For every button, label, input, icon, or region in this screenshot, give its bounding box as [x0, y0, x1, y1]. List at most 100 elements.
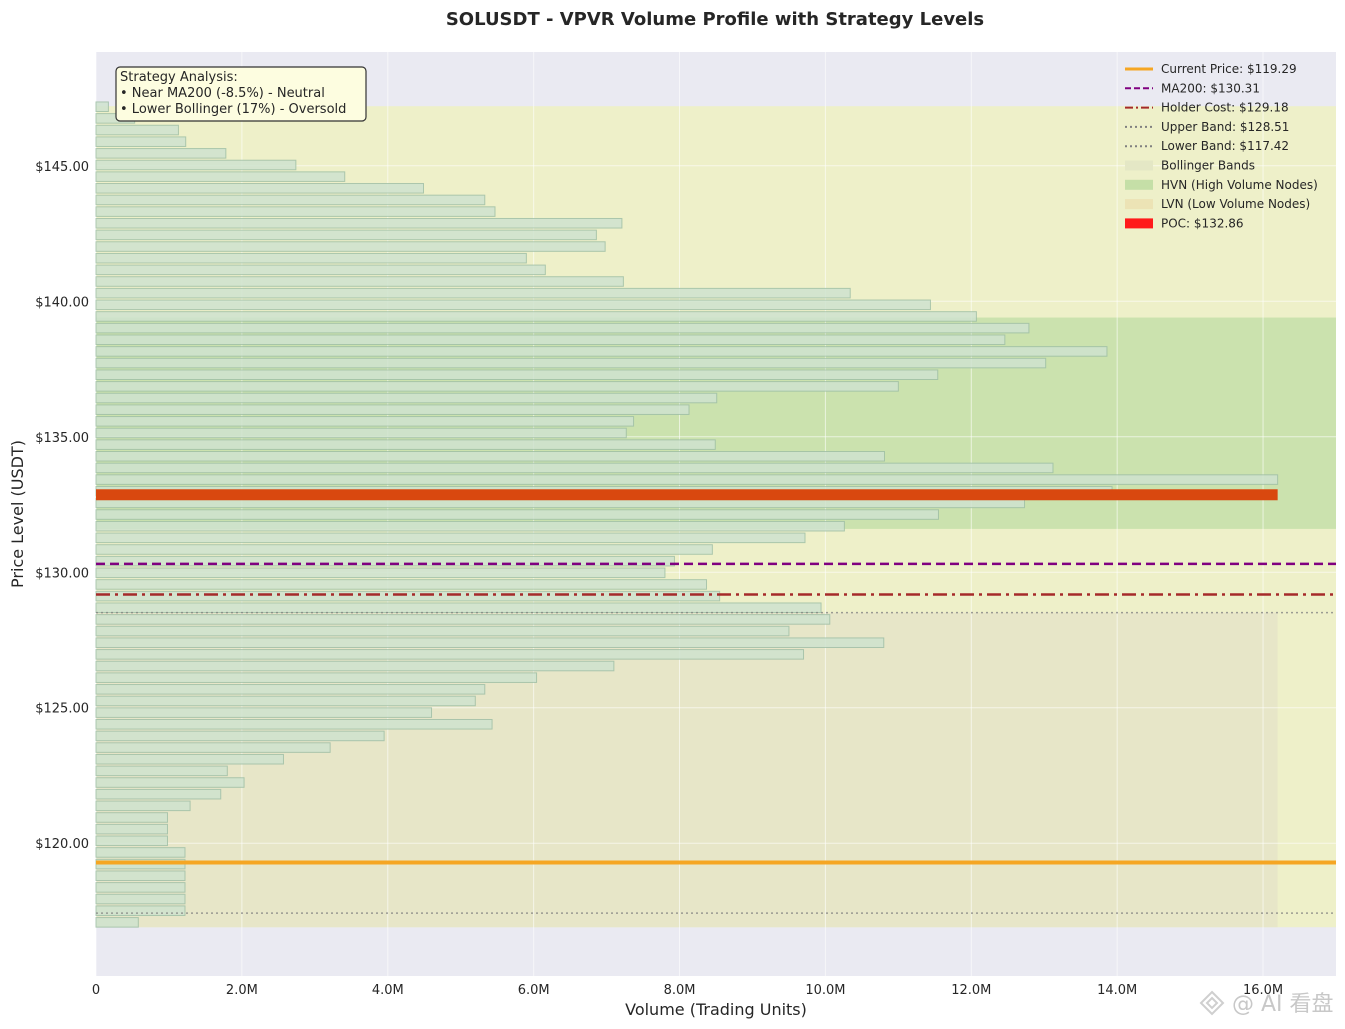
volume-bar — [95, 590, 721, 602]
volume-bar — [95, 474, 1279, 485]
annotation-line: • Near MA200 (-8.5%) - Neutral — [120, 86, 325, 101]
volume-bar — [95, 346, 1108, 357]
volume-bar — [95, 451, 885, 462]
legend-label: LVN (Low Volume Nodes) — [1161, 197, 1310, 211]
legend-label: POC: $132.86 — [1161, 216, 1244, 230]
volume-bar — [95, 695, 476, 707]
legend-label: Current Price: $119.29 — [1161, 62, 1297, 76]
legend-item-lower: Lower Band: $117.42 — [1125, 139, 1289, 153]
strategy-level-lines — [96, 562, 1336, 914]
legend-item-current: Current Price: $119.29 — [1125, 62, 1297, 76]
volume-bar — [95, 369, 939, 380]
legend-label: Holder Cost: $129.18 — [1161, 101, 1289, 115]
volume-bar — [95, 579, 708, 590]
x-tick-label: 10.0M — [805, 983, 845, 998]
volume-bar — [95, 893, 186, 905]
legend-label: HVN (High Volume Nodes) — [1161, 178, 1318, 192]
volume-bar — [95, 847, 186, 858]
chart-title: SOLUSDT - VPVR Volume Profile with Strat… — [446, 9, 984, 30]
legend-item-ma200: MA200: $130.31 — [1125, 81, 1260, 95]
volume-bar — [95, 322, 1030, 334]
x-axis-label: Volume (Trading Units) — [625, 1000, 807, 1019]
volume-bar — [95, 229, 597, 241]
volume-bar — [95, 544, 713, 555]
volume-bar — [95, 882, 186, 893]
volume-bar — [95, 567, 666, 579]
volume-bar — [95, 136, 187, 147]
y-tick-label: $135.00 — [35, 431, 89, 446]
legend-label: Lower Band: $117.42 — [1161, 139, 1289, 153]
x-tick-label: 2.0M — [226, 983, 258, 998]
legend-label: Upper Band: $128.51 — [1161, 120, 1289, 134]
legend-swatch — [1125, 179, 1153, 190]
volume-bar — [95, 462, 1054, 474]
volume-bar — [95, 404, 690, 415]
volume-bar — [95, 905, 186, 916]
volume-bar — [95, 765, 228, 777]
volume-bar — [95, 812, 168, 823]
annotation-line: Strategy Analysis: — [120, 70, 238, 85]
volume-bar — [95, 427, 627, 439]
volume-bar — [95, 509, 939, 520]
legend-item-lvn: LVN (Low Volume Nodes) — [1125, 197, 1310, 211]
volume-bar — [95, 753, 284, 765]
volume-bar — [95, 777, 245, 788]
volume-bar — [95, 555, 675, 567]
volume-bar — [95, 357, 1047, 369]
volume-bar — [95, 730, 385, 742]
volume-bar — [95, 171, 346, 182]
volume-bar — [95, 835, 168, 847]
watermark-text: @ AI 看盘 — [1232, 992, 1334, 1017]
volume-bar — [95, 392, 718, 404]
volume-bar — [95, 124, 179, 136]
volume-bar — [95, 672, 538, 683]
volume-bar — [95, 416, 635, 427]
volume-bar — [95, 159, 297, 171]
volume-bar — [95, 870, 186, 882]
y-axis-ticks: $120.00 $125.00 $130.00 $135.00 $140.00 $145.… — [35, 160, 89, 852]
volume-bar — [95, 101, 109, 113]
x-tick-label: 6.0M — [518, 983, 550, 998]
volume-bar — [95, 252, 527, 264]
volume-bar — [95, 287, 851, 299]
legend-item-poc: POC: $132.86 — [1125, 216, 1244, 230]
volume-bar — [95, 311, 977, 322]
volume-bar — [95, 532, 806, 544]
x-tick-label: 4.0M — [372, 983, 404, 998]
x-axis-ticks: 0 2.0M 4.0M 6.0M 8.0M 10.0M 12.0M 14.0M 16.0M — [92, 983, 1283, 998]
annotation-line: • Lower Bollinger (17%) - Oversold — [120, 102, 346, 117]
legend-item-bollinger: Bollinger Bands — [1125, 159, 1255, 173]
legend-swatch — [1125, 160, 1153, 171]
lvn-zone — [96, 612, 1278, 928]
legend-item-upper: Upper Band: $128.51 — [1125, 120, 1289, 134]
annotation-box — [115, 66, 367, 122]
volume-bar — [95, 602, 822, 614]
volume-bar — [95, 649, 805, 660]
y-tick-label: $120.00 — [35, 837, 89, 852]
legend-label: Bollinger Bands — [1161, 159, 1255, 173]
volume-bar — [95, 684, 486, 695]
volume-bar — [95, 707, 433, 718]
volume-bar — [95, 625, 790, 637]
volume-bar — [95, 800, 191, 812]
volume-bar — [95, 637, 885, 648]
x-tick-label: 0 — [92, 983, 100, 998]
volume-bar — [95, 264, 546, 276]
x-tick-label: 16.0M — [1243, 983, 1283, 998]
y-tick-label: $130.00 — [35, 566, 89, 581]
volume-bar — [95, 788, 222, 800]
volume-bar — [95, 194, 486, 206]
y-tick-label: $125.00 — [35, 702, 89, 717]
volume-bar — [95, 217, 623, 229]
x-tick-label: 14.0M — [1097, 983, 1137, 998]
y-tick-label: $145.00 — [35, 160, 89, 175]
volume-bar — [95, 439, 716, 450]
volume-bar — [95, 148, 227, 159]
legend-swatch — [1125, 199, 1153, 210]
strategy-analysis-box: Strategy Analysis:• Near MA200 (-8.5%) -… — [115, 66, 367, 122]
volume-bar — [95, 823, 168, 835]
volume-bar — [95, 276, 624, 287]
volume-bar — [95, 520, 845, 532]
legend-item-hvn: HVN (High Volume Nodes) — [1125, 178, 1318, 192]
